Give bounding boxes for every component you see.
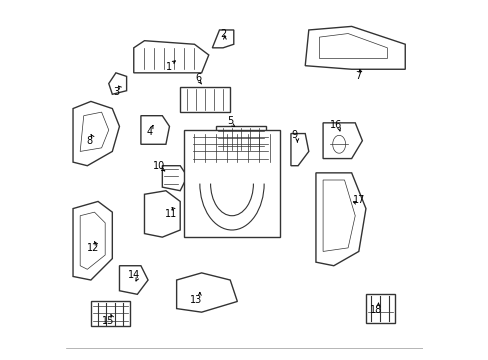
Polygon shape	[365, 294, 394, 323]
Polygon shape	[176, 273, 237, 312]
Polygon shape	[183, 130, 280, 237]
Polygon shape	[108, 73, 126, 94]
Polygon shape	[323, 123, 362, 158]
Polygon shape	[323, 180, 354, 251]
Text: 13: 13	[190, 295, 202, 305]
Text: 3: 3	[113, 87, 119, 98]
Text: 15: 15	[102, 316, 114, 327]
Text: 12: 12	[86, 243, 99, 253]
Polygon shape	[315, 173, 365, 266]
Text: 8: 8	[86, 136, 92, 146]
Polygon shape	[162, 166, 187, 191]
Polygon shape	[80, 112, 108, 152]
Text: 1: 1	[166, 63, 172, 72]
Text: 11: 11	[165, 209, 177, 219]
Text: 7: 7	[355, 71, 361, 81]
Polygon shape	[73, 202, 112, 280]
Polygon shape	[91, 301, 130, 327]
Text: 6: 6	[195, 73, 201, 83]
Polygon shape	[141, 116, 169, 144]
Polygon shape	[119, 266, 148, 294]
Polygon shape	[73, 102, 119, 166]
Text: 5: 5	[226, 116, 233, 126]
Text: 2: 2	[220, 28, 226, 39]
Polygon shape	[319, 33, 386, 59]
Text: 14: 14	[128, 270, 141, 280]
Text: 16: 16	[329, 120, 342, 130]
Polygon shape	[216, 126, 265, 152]
Text: 9: 9	[291, 130, 297, 140]
Text: 18: 18	[369, 305, 381, 315]
Polygon shape	[80, 212, 105, 269]
Polygon shape	[212, 30, 233, 48]
Polygon shape	[144, 191, 180, 237]
Polygon shape	[134, 41, 208, 73]
Polygon shape	[180, 87, 230, 112]
Text: 10: 10	[152, 161, 164, 171]
Text: 17: 17	[352, 195, 364, 204]
Polygon shape	[290, 134, 308, 166]
Polygon shape	[305, 26, 405, 69]
Text: 4: 4	[146, 127, 153, 137]
